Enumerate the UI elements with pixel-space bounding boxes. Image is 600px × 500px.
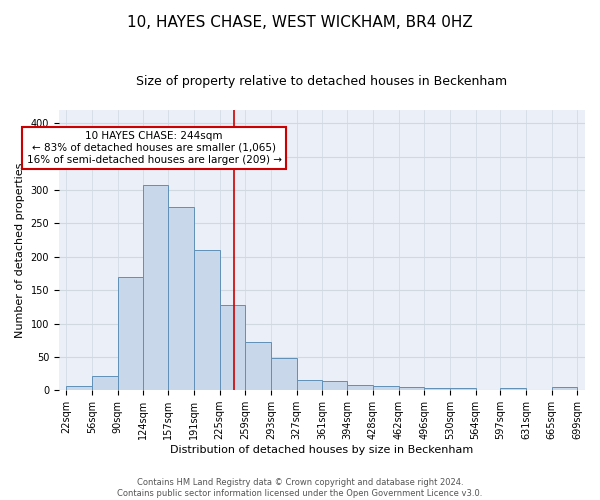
Text: 10, HAYES CHASE, WEST WICKHAM, BR4 0HZ: 10, HAYES CHASE, WEST WICKHAM, BR4 0HZ (127, 15, 473, 30)
Y-axis label: Number of detached properties: Number of detached properties (15, 162, 25, 338)
Bar (296, 380, 322, 390)
Bar (245, 342, 271, 390)
Bar (143, 184, 169, 390)
X-axis label: Distribution of detached houses by size in Beckenham: Distribution of detached houses by size … (170, 445, 473, 455)
Bar (552, 387, 577, 390)
Bar (424, 388, 450, 390)
Bar (450, 388, 476, 390)
Bar (118, 277, 143, 390)
Bar (398, 387, 424, 390)
Text: 10 HAYES CHASE: 244sqm
← 83% of detached houses are smaller (1,065)
16% of semi-: 10 HAYES CHASE: 244sqm ← 83% of detached… (26, 132, 281, 164)
Bar (500, 388, 526, 390)
Bar (169, 206, 194, 390)
Bar (220, 306, 245, 390)
Title: Size of property relative to detached houses in Beckenham: Size of property relative to detached ho… (136, 75, 508, 88)
Bar (322, 381, 347, 390)
Bar (194, 250, 220, 390)
Bar (271, 358, 296, 390)
Bar (347, 385, 373, 390)
Bar (92, 376, 118, 390)
Text: Contains HM Land Registry data © Crown copyright and database right 2024.
Contai: Contains HM Land Registry data © Crown c… (118, 478, 482, 498)
Bar (373, 386, 398, 390)
Bar (67, 386, 92, 390)
